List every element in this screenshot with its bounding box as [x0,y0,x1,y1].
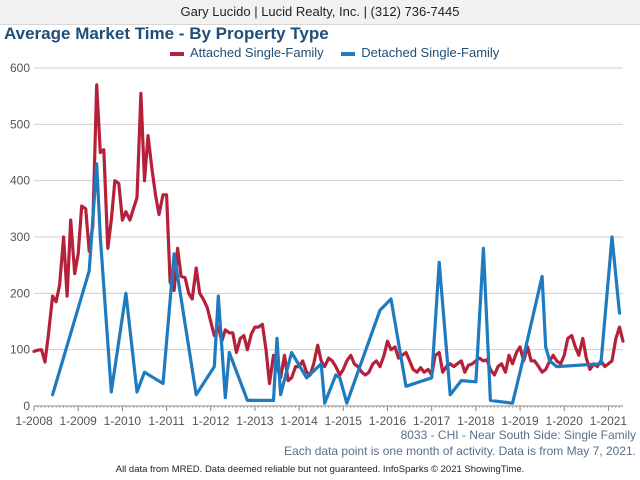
x-tick-label: 1-2015 [325,414,363,428]
x-tick-label: 1-2011 [148,414,185,428]
y-tick-label: 0 [23,399,30,413]
x-tick-label: 1-2014 [280,414,318,428]
y-tick-label: 200 [10,286,30,300]
x-tick-label: 1-2013 [236,414,274,428]
x-tick-label: 1-2021 [590,414,628,428]
y-tick-label: 600 [10,61,30,75]
x-tick-label: 1-2008 [15,414,53,428]
y-tick-label: 500 [10,117,30,131]
x-tick-label: 1-2019 [501,414,539,428]
y-tick-label: 300 [10,230,30,244]
series-line-detached [50,162,622,405]
x-tick-label: 1-2009 [59,414,97,428]
legend-swatch-detached [341,51,356,56]
series-line-attached [32,83,625,386]
x-tick-label: 1-2016 [369,414,407,428]
area-note: 8033 - CHI - Near South Side: Single Fam… [400,428,636,442]
agent-header: Gary Lucido | Lucid Realty, Inc. | (312)… [0,0,640,25]
legend-label-detached: Detached Single-Family [361,45,500,60]
chart-title: Average Market Time - By Property Type [4,24,329,43]
footer-disclaimer: All data from MRED. Data deemed reliable… [115,464,525,475]
y-tick-label: 100 [10,343,30,357]
x-tick-label: 1-2017 [413,414,451,428]
x-tick-label: 1-2010 [104,414,142,428]
x-tick-label: 1-2020 [546,414,584,428]
legend-item-attached[interactable]: Attached Single-Family [170,45,324,60]
y-tick-label: 400 [10,174,30,188]
legend-swatch-attached [170,51,184,56]
legend-item-detached[interactable]: Detached Single-Family [341,45,499,60]
data-point-note: Each data point is one month of activity… [284,444,636,458]
chart-legend: Attached Single-Family Detached Single-F… [170,45,513,60]
x-tick-label: 1-2012 [192,414,230,428]
legend-label-attached: Attached Single-Family [190,45,324,60]
x-tick-label: 1-2018 [457,414,495,428]
